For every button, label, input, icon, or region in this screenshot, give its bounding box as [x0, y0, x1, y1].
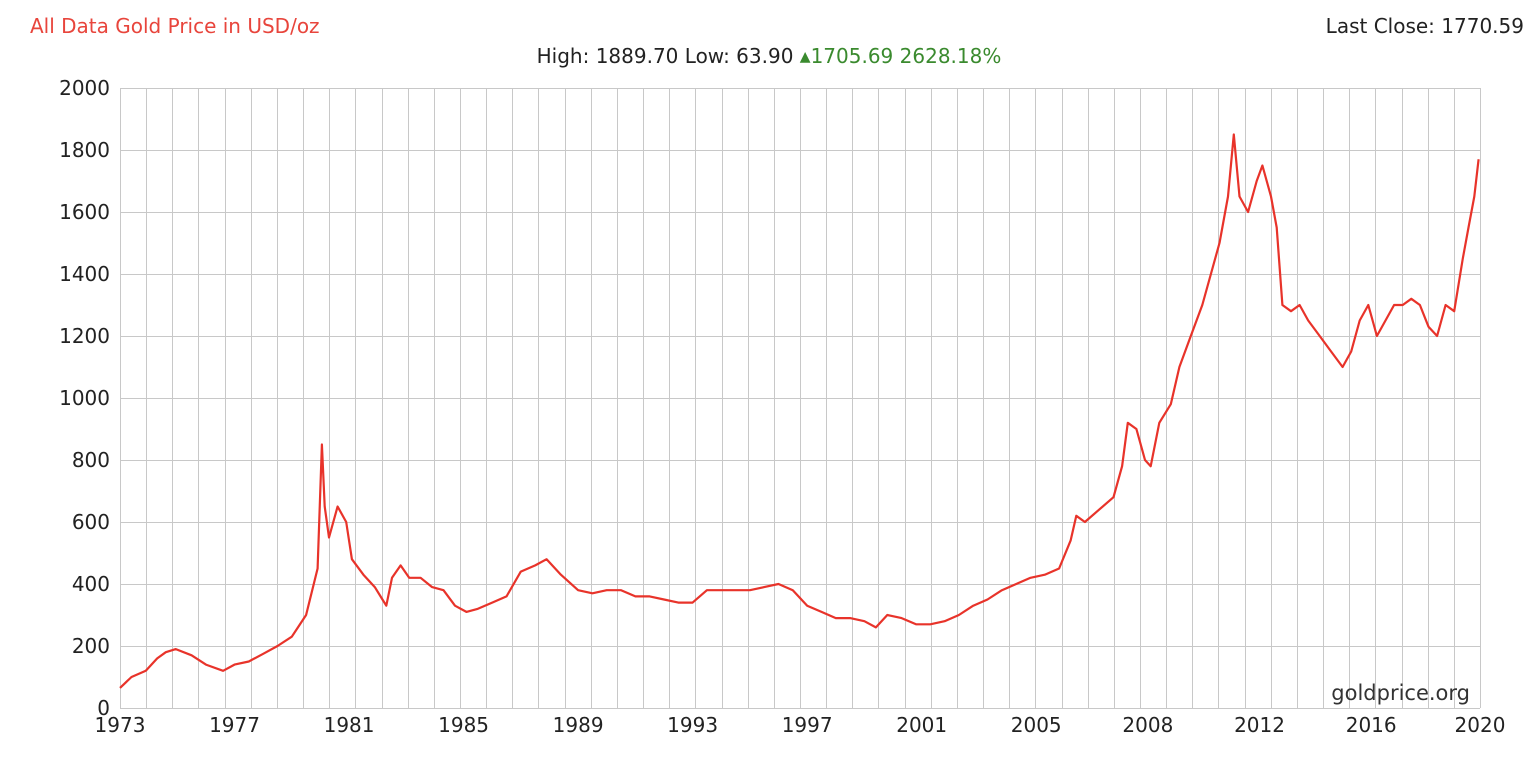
x-tick-label: 1989 [553, 713, 604, 737]
x-tick-label: 1973 [95, 713, 146, 737]
y-tick-label: 200 [72, 634, 110, 658]
y-tick-label: 1400 [59, 262, 110, 286]
x-tick-label: 2012 [1234, 713, 1285, 737]
y-tick-label: 2000 [59, 76, 110, 100]
chart-title: All Data Gold Price in USD/oz [30, 14, 320, 38]
last-close-value: 1770.59 [1441, 14, 1524, 38]
x-tick-label: 1993 [667, 713, 718, 737]
y-tick-label: 0 [97, 696, 110, 720]
x-tick-label: 2001 [896, 713, 947, 737]
x-tick-label: 2005 [1011, 713, 1062, 737]
chart-grid [120, 88, 1481, 709]
low-label: Low: [684, 44, 730, 68]
high-value: 1889.70 [595, 44, 679, 68]
y-tick-label: 400 [72, 572, 110, 596]
high-label: High: [536, 44, 590, 68]
x-axis-ticks: 1973 1977 1981 1985 1989 1993 1997 2001 2005 2008… [95, 713, 1506, 737]
x-tick-label: 2016 [1346, 713, 1397, 737]
gold-price-line [119, 133, 1480, 689]
y-tick-label: 1000 [59, 386, 110, 410]
price-stats: High: 1889.70 Low: 63.90 ▲1705.69 2628.1… [0, 44, 1538, 68]
low-value: 63.90 [736, 44, 794, 68]
watermark: goldprice.org [1331, 681, 1470, 705]
change-value: 1705.69 [810, 44, 894, 68]
x-tick-label: 2020 [1455, 713, 1506, 737]
y-tick-label: 1200 [59, 324, 110, 348]
last-close-label: Last Close: [1325, 14, 1435, 38]
y-tick-label: 600 [72, 510, 110, 534]
x-tick-label: 1997 [782, 713, 833, 737]
change-percent: 2628.18% [899, 44, 1002, 68]
y-tick-label: 800 [72, 448, 110, 472]
last-close: Last Close: 1770.59 [1326, 14, 1524, 38]
x-tick-label: 1977 [209, 713, 260, 737]
x-tick-label: 1985 [438, 713, 489, 737]
y-axis-ticks: 0 200 400 600 800 1000 1200 1400 1600 1800 2000 [59, 76, 110, 720]
x-tick-label: 1981 [324, 713, 375, 737]
x-tick-label: 2008 [1122, 713, 1173, 737]
y-tick-label: 1800 [59, 138, 110, 162]
y-tick-label: 1600 [59, 200, 110, 224]
up-triangle-icon: ▲ [799, 49, 811, 65]
